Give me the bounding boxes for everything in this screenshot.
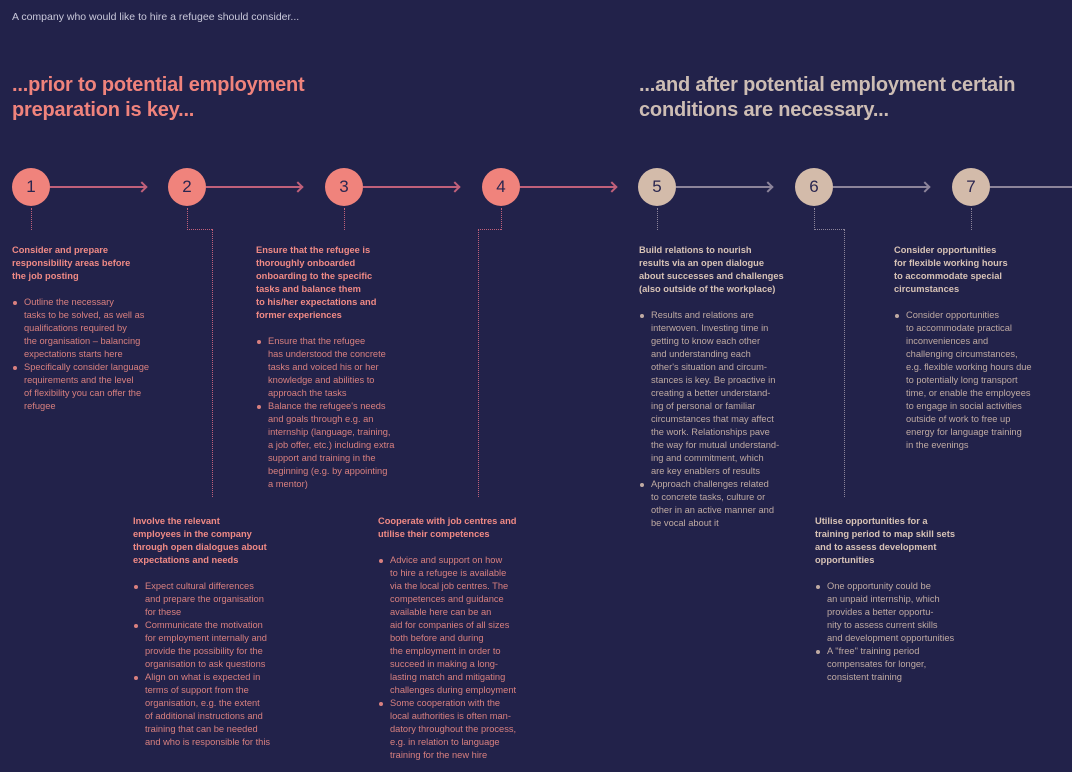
bullet-item: One opportunity could be an unpaid inter…	[815, 580, 980, 645]
bullet-item: Approach challenges related to concrete …	[639, 478, 804, 530]
step-circle-6: 6	[795, 168, 833, 206]
bullet-list: One opportunity could be an unpaid inter…	[815, 580, 980, 684]
step-heading: Build relations to nourish results via a…	[639, 245, 784, 294]
arrow-icon	[206, 186, 302, 188]
bullet-item: Outline the necessary tasks to be solved…	[12, 296, 177, 361]
connector-line	[814, 229, 844, 230]
bullet-item: Consider opportunities to accommodate pr…	[894, 309, 1059, 452]
connector-line	[344, 208, 345, 230]
step-heading: Ensure that the refugee is thoroughly on…	[256, 245, 377, 320]
arrow-icon	[363, 186, 459, 188]
before-employment-title: ...prior to potential employment prepara…	[12, 74, 305, 121]
connector-line	[501, 208, 502, 230]
connector-line	[31, 208, 32, 230]
step-5-description: Build relations to nourish results via a…	[639, 244, 804, 530]
step-1-description: Consider and prepare responsibility area…	[12, 244, 177, 413]
connector-line	[844, 229, 845, 497]
connector-line	[478, 229, 479, 497]
bullet-list: Consider opportunities to accommodate pr…	[894, 309, 1059, 452]
connector-line	[187, 229, 212, 230]
bullet-list: Outline the necessary tasks to be solved…	[12, 296, 177, 413]
bullet-item: Some cooperation with the local authorit…	[378, 697, 543, 762]
bullet-item: Specifically consider language requireme…	[12, 361, 177, 413]
step-circle-1: 1	[12, 168, 50, 206]
bullet-item: Results and relations are interwoven. In…	[639, 309, 804, 478]
step-circle-2: 2	[168, 168, 206, 206]
bullet-list: Advice and support on how to hire a refu…	[378, 554, 543, 762]
connector-line	[971, 208, 972, 230]
step-7-description: Consider opportunities for flexible work…	[894, 244, 1059, 452]
connector-line	[814, 208, 815, 230]
step-circle-7: 7	[952, 168, 990, 206]
step-4-description: Cooperate with job centres and utilise t…	[378, 515, 543, 762]
step-circle-4: 4	[482, 168, 520, 206]
bullet-item: Advice and support on how to hire a refu…	[378, 554, 543, 697]
bullet-item: Align on what is expected in terms of su…	[133, 671, 298, 749]
arrow-icon	[50, 186, 146, 188]
bullet-item: A "free" training period compensates for…	[815, 645, 980, 684]
bullet-item: Communicate the motivation for employmen…	[133, 619, 298, 671]
step-heading: Utilise opportunities for a training per…	[815, 516, 955, 565]
connector-line	[657, 208, 658, 230]
connector-line	[212, 229, 213, 497]
step-heading: Cooperate with job centres and utilise t…	[378, 516, 517, 539]
step-circle-5: 5	[638, 168, 676, 206]
intro-text: A company who would like to hire a refug…	[12, 11, 300, 23]
bullet-item: Expect cultural differences and prepare …	[133, 580, 298, 619]
arrow-icon	[520, 186, 616, 188]
arrow-icon	[676, 186, 772, 188]
step-heading: Consider and prepare responsibility area…	[12, 245, 131, 281]
connector-line	[187, 208, 188, 230]
arrow-icon	[990, 186, 1072, 188]
step-heading: Involve the relevant employees in the co…	[133, 516, 267, 565]
after-employment-title: ...and after potential employment certai…	[639, 74, 1016, 121]
bullet-list: Results and relations are interwoven. In…	[639, 309, 804, 530]
step-6-description: Utilise opportunities for a training per…	[815, 515, 980, 684]
bullet-item: Ensure that the refugee has understood t…	[256, 335, 421, 400]
arrow-icon	[833, 186, 929, 188]
step-circle-3: 3	[325, 168, 363, 206]
step-2-description: Involve the relevant employees in the co…	[133, 515, 298, 749]
bullet-item: Balance the refugee's needs and goals th…	[256, 400, 421, 491]
bullet-list: Expect cultural differences and prepare …	[133, 580, 298, 749]
bullet-list: Ensure that the refugee has understood t…	[256, 335, 421, 491]
step-heading: Consider opportunities for flexible work…	[894, 245, 1008, 294]
step-3-description: Ensure that the refugee is thoroughly on…	[256, 244, 421, 491]
connector-line	[478, 229, 501, 230]
